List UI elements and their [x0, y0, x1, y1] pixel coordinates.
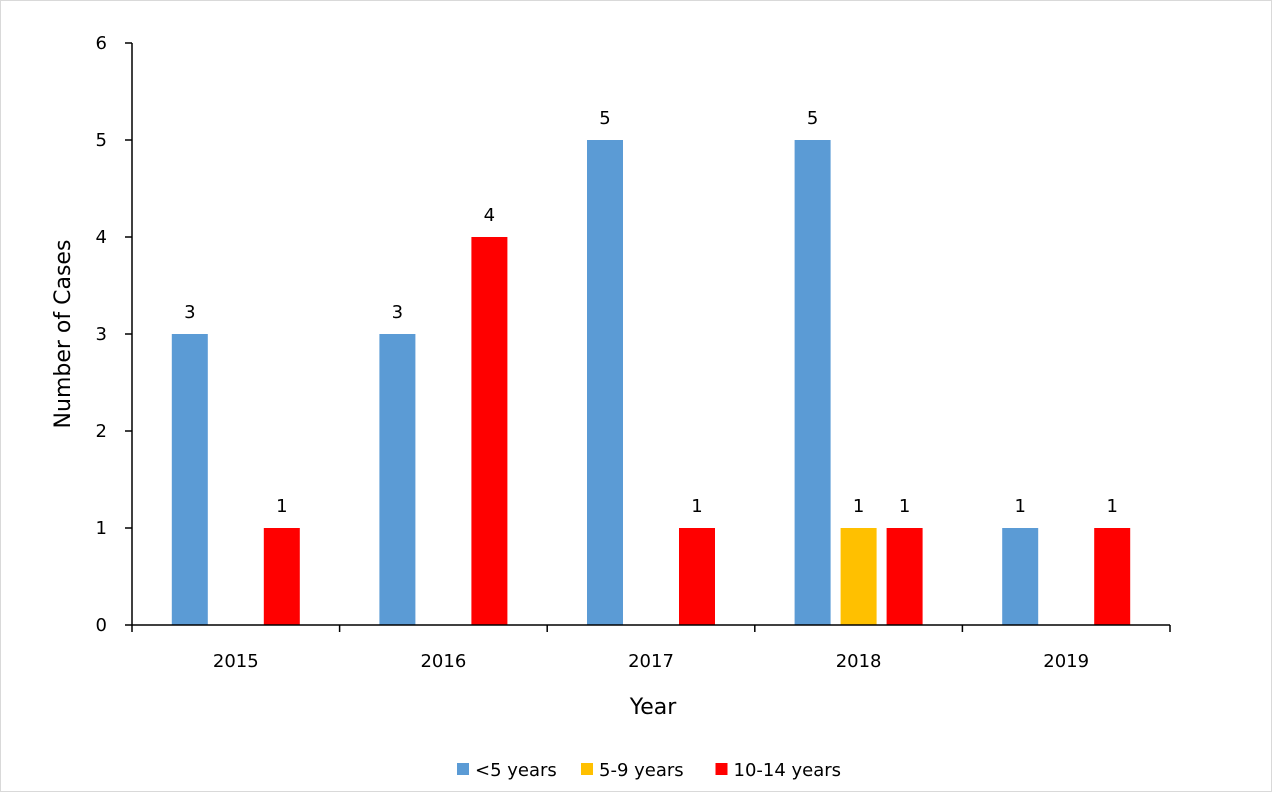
bar-value-label: 1 [1014, 496, 1025, 517]
bar [263, 528, 300, 625]
legend-swatch [457, 763, 469, 775]
bar-value-label: 4 [484, 205, 495, 226]
y-tick-label: 5 [96, 130, 107, 151]
x-tick-label: 2016 [420, 651, 466, 672]
x-tick-label: 2017 [628, 651, 674, 672]
bar [471, 237, 508, 625]
y-axis-ticks: 0 1 2 3 4 5 6 [96, 33, 132, 636]
bar-value-label: 1 [691, 496, 702, 517]
x-tick-label: 2019 [1043, 651, 1089, 672]
y-axis-title: Number of Cases [51, 240, 76, 429]
legend-swatch [715, 763, 728, 775]
bar [1094, 528, 1131, 625]
x-tick-label: 2018 [836, 651, 882, 672]
bar-value-label: 3 [184, 302, 195, 323]
bar-value-label: 1 [899, 496, 910, 517]
bar [794, 140, 831, 625]
y-tick-label: 0 [96, 615, 107, 636]
bar-value-label: 5 [807, 108, 818, 129]
bars-group [171, 140, 1131, 625]
bar [886, 528, 923, 625]
bar [679, 528, 715, 625]
legend-label: 10-14 years [734, 760, 842, 781]
bar [1002, 528, 1039, 625]
legend: <5 years 5-9 years 10-14 years [457, 760, 841, 781]
data-labels-group: 3 1 3 4 5 1 5 1 1 1 1 [184, 108, 1118, 517]
bar [379, 334, 416, 625]
y-tick-label: 4 [96, 227, 107, 248]
x-axis-ticks: 2015 2016 2017 2018 2019 [131, 625, 1171, 672]
legend-swatch [581, 763, 593, 775]
bar [840, 528, 877, 625]
bar [587, 140, 623, 625]
y-tick-label: 2 [96, 421, 107, 442]
bar-value-label: 1 [1106, 496, 1117, 517]
x-axis-title: Year [629, 695, 678, 720]
bar-value-label: 1 [853, 496, 864, 517]
bar-value-label: 3 [392, 302, 403, 323]
y-tick-label: 1 [96, 518, 107, 539]
y-tick-label: 6 [96, 33, 107, 54]
legend-label: <5 years [475, 760, 557, 781]
bar-value-label: 1 [276, 496, 287, 517]
x-tick-label: 2015 [213, 651, 259, 672]
legend-label: 5-9 years [599, 760, 684, 781]
bar [171, 334, 208, 625]
y-tick-label: 3 [96, 324, 107, 345]
bar-value-label: 5 [599, 108, 610, 129]
